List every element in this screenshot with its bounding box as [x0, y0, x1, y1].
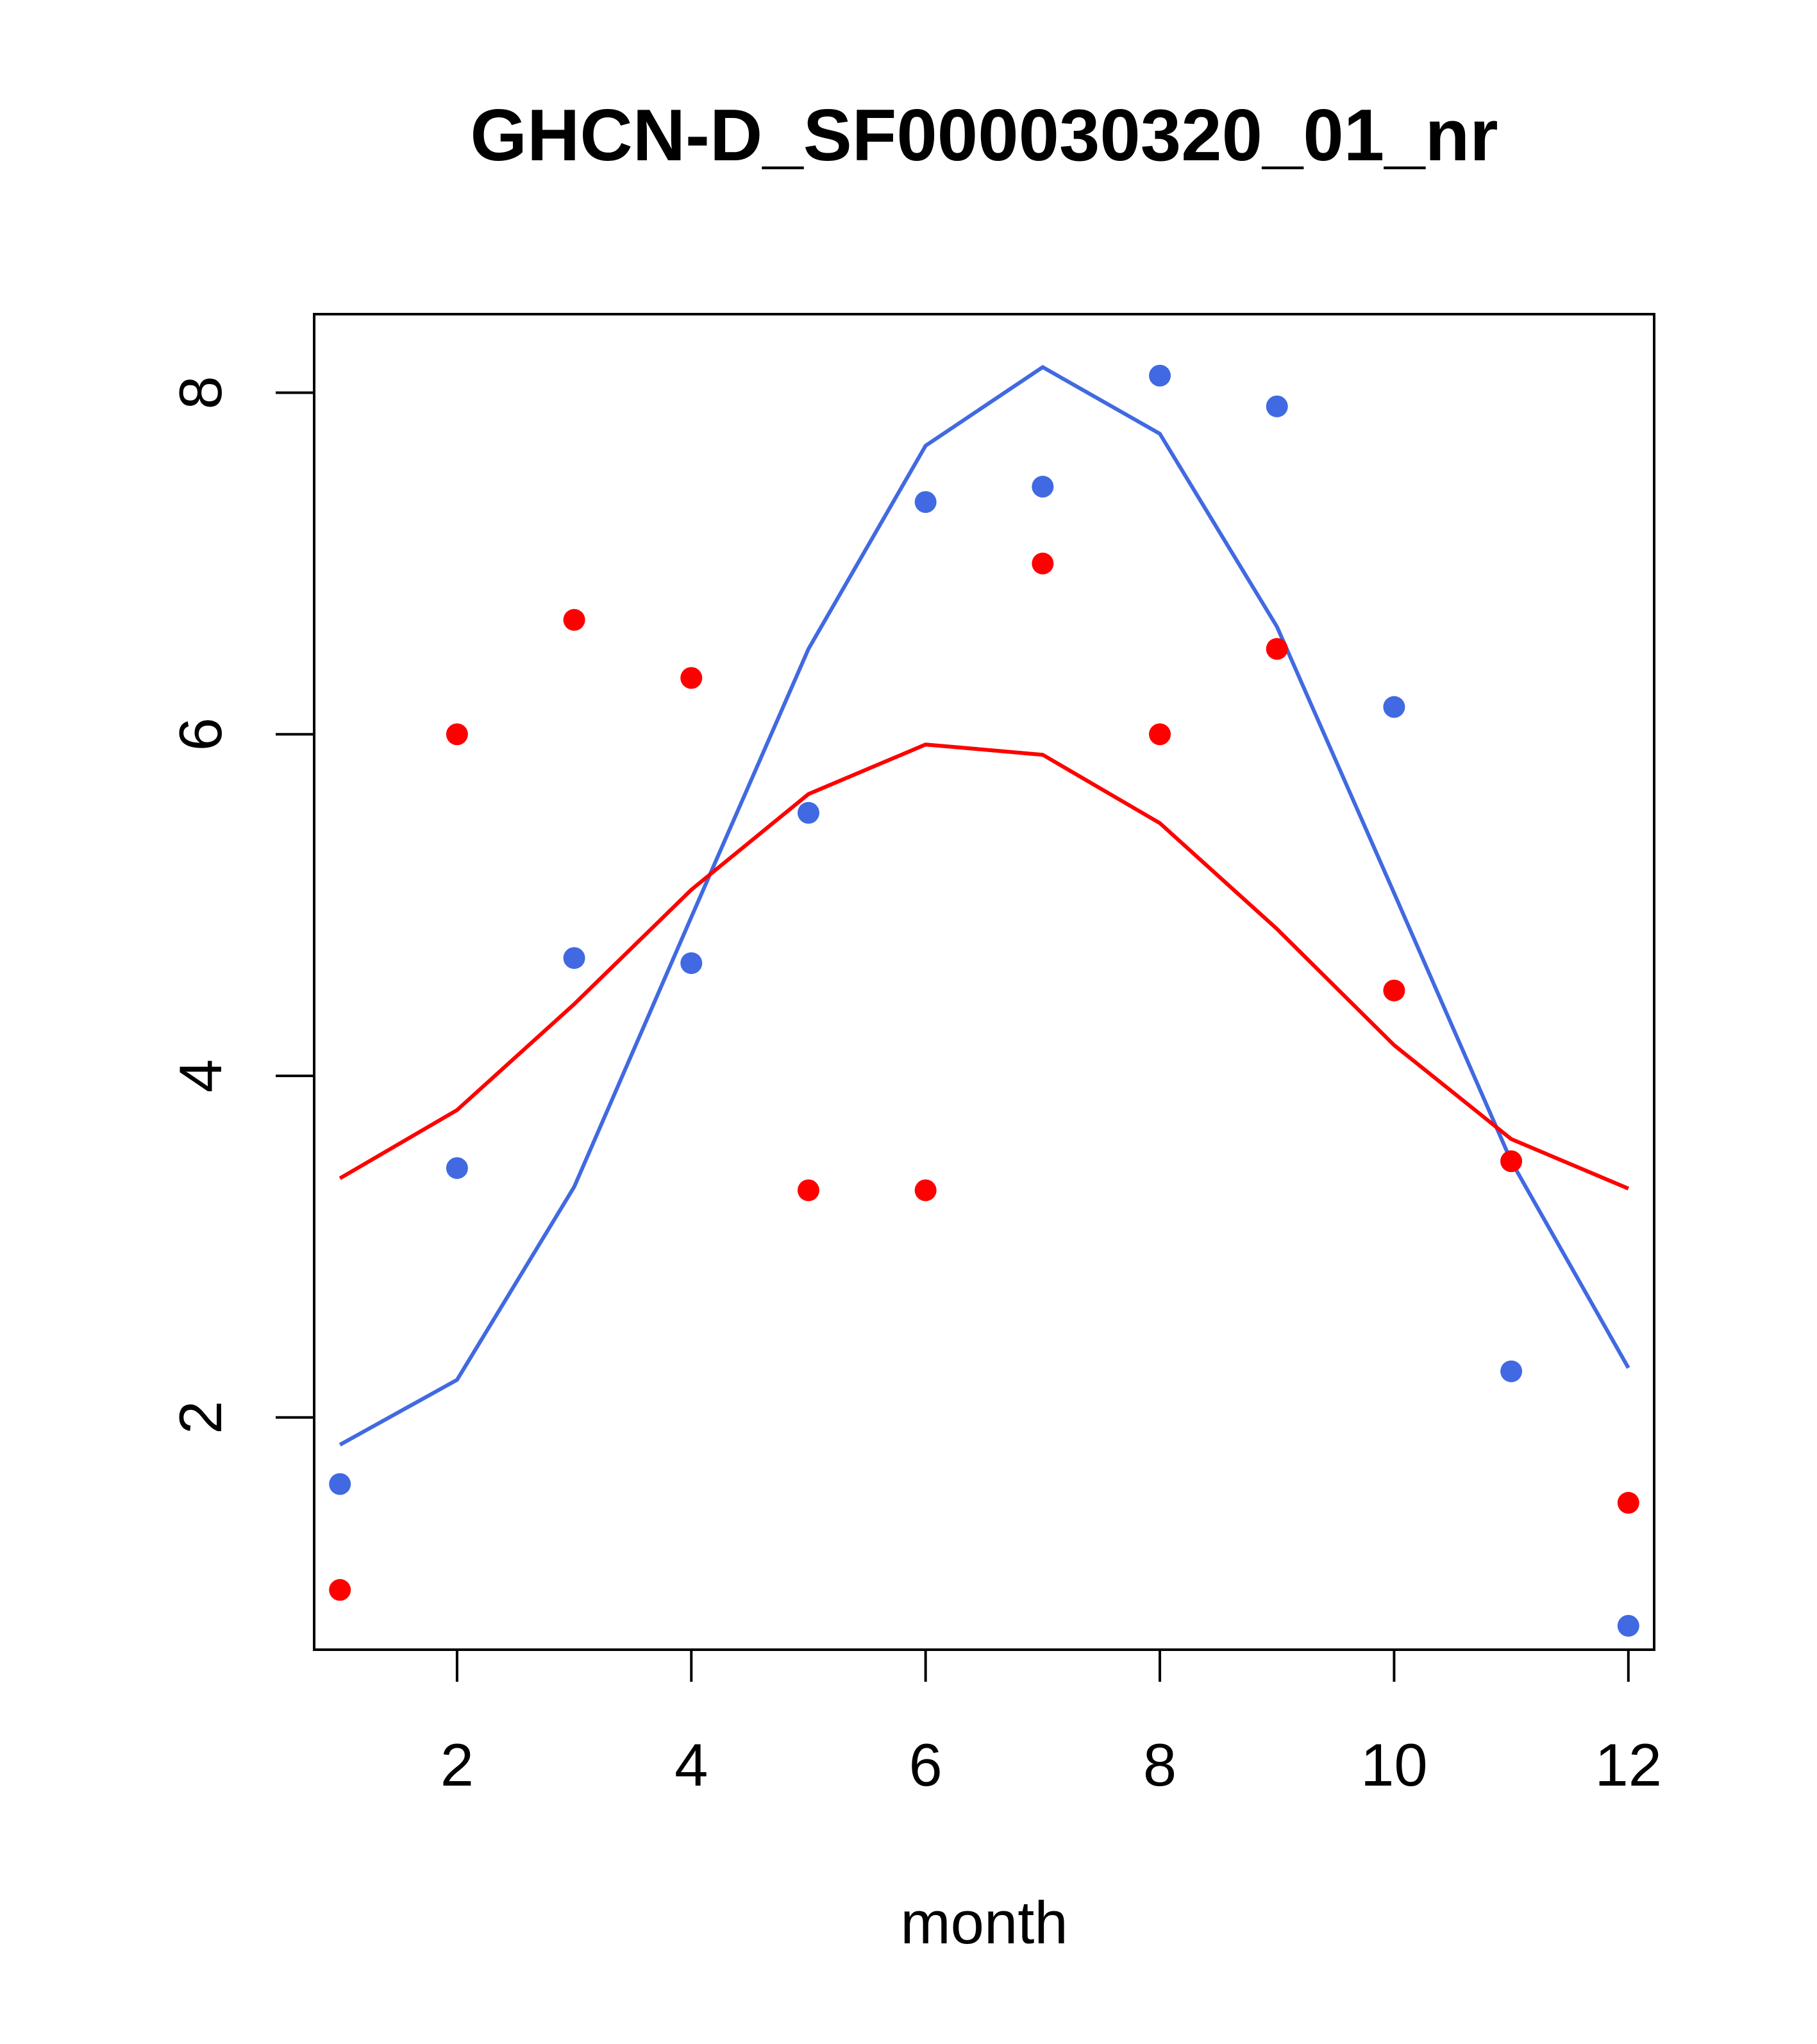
- blue-points-point: [1500, 1360, 1523, 1382]
- series-lines: [339, 365, 1630, 1447]
- red-points-point: [1266, 638, 1288, 660]
- y-axis: 2 4 6 8: [167, 376, 315, 1434]
- red-points-point: [1500, 1150, 1523, 1173]
- blue-points-point: [446, 1157, 468, 1179]
- red-points-point: [563, 608, 585, 631]
- red-points-point: [329, 1579, 351, 1601]
- y-tick-label: 2: [167, 1401, 234, 1434]
- chart-title: GHCN-D_SF000030320_01_nr: [470, 95, 1498, 176]
- x-tick-label: 2: [440, 1731, 474, 1798]
- blue-points-point: [1383, 696, 1405, 718]
- red-line: [339, 742, 1629, 1191]
- blue-points-point: [563, 947, 585, 969]
- blue-points-point: [914, 491, 937, 514]
- plot-frame: [313, 313, 1655, 1651]
- red-points-point: [680, 667, 703, 689]
- y-tick-label: 8: [167, 376, 234, 409]
- x-tick-label: 6: [909, 1731, 942, 1798]
- red-points-point: [1032, 552, 1054, 574]
- red-points-point: [1149, 723, 1171, 746]
- red-points-point: [914, 1179, 937, 1202]
- blue-points-point: [329, 1473, 351, 1495]
- y-tick-label: 6: [167, 717, 234, 751]
- y-tick-label: 4: [167, 1059, 234, 1093]
- series-points: [329, 364, 1639, 1637]
- blue-points-point: [797, 801, 819, 824]
- x-axis: 2 4 6 8 10 12: [440, 1648, 1662, 1798]
- red-points-point: [446, 723, 468, 746]
- x-tick-label: 8: [1143, 1731, 1176, 1798]
- x-tick-label: 12: [1595, 1731, 1662, 1798]
- x-tick-label: 10: [1361, 1731, 1428, 1798]
- blue-points-point: [680, 952, 703, 975]
- red-points-point: [1383, 979, 1405, 1001]
- blue-line: [339, 365, 1630, 1447]
- x-axis-label: month: [900, 1889, 1068, 1956]
- blue-points-point: [1032, 476, 1054, 498]
- x-tick-label: 4: [674, 1731, 708, 1798]
- blue-points-point: [1149, 364, 1171, 387]
- blue-points-point: [1617, 1614, 1639, 1637]
- red-points-point: [797, 1179, 819, 1202]
- blue-points-point: [1266, 395, 1288, 417]
- red-points-point: [1617, 1491, 1639, 1514]
